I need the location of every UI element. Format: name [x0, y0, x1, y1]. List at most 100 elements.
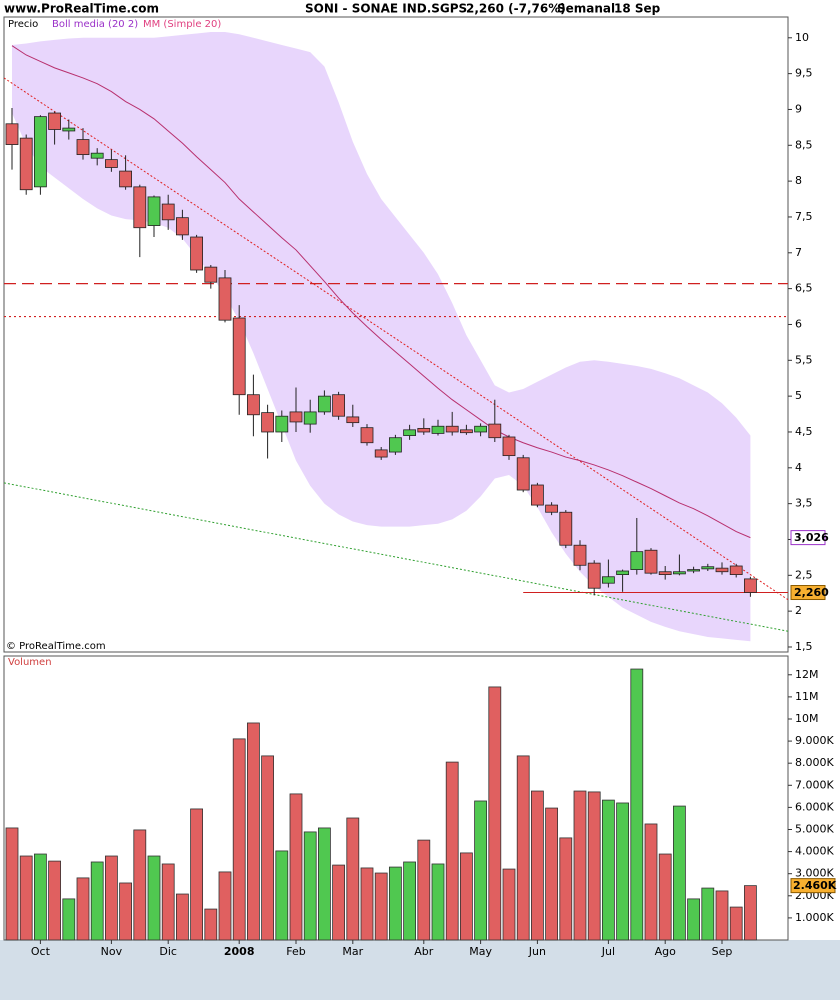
- volume-bar: [545, 807, 558, 941]
- candle-body: [190, 236, 204, 271]
- candle-body: [388, 437, 402, 453]
- volume-bar: [431, 863, 445, 941]
- candle-body: [687, 569, 700, 572]
- y-tick-label: 8.000K: [795, 756, 834, 769]
- moving-average: [11, 45, 751, 539]
- value-box: [790, 585, 826, 601]
- y-tick-label: 7,5: [795, 210, 813, 223]
- axis-background: [0, 940, 840, 1000]
- candle-body: [62, 127, 76, 132]
- candle-body: [445, 425, 459, 433]
- value-box: [790, 878, 836, 894]
- y-tick-label: 2: [795, 604, 802, 617]
- volume-bar: [133, 829, 147, 941]
- volume-bar: [559, 837, 573, 941]
- y-tick-label: 4,5: [795, 425, 813, 438]
- y-tick-label: 5: [795, 389, 802, 402]
- y-tick-label: 8: [795, 174, 802, 187]
- y-tick-label: 11M: [795, 690, 819, 703]
- volume-bar: [332, 864, 346, 941]
- candle-body: [616, 570, 629, 575]
- volume-bar: [516, 755, 530, 941]
- y-tick-label: 3.000K: [795, 867, 834, 880]
- x-tick-label: Feb: [286, 945, 305, 958]
- candle-body: [346, 416, 360, 424]
- y-tick-label: 9.000K: [795, 734, 834, 747]
- price-plot: [4, 32, 788, 642]
- volume-bar: [403, 861, 417, 941]
- y-tick-label: 1,5: [795, 640, 813, 653]
- candle-body: [417, 427, 431, 433]
- x-tick-label: Sep: [712, 945, 733, 958]
- y-tick-label: 3,5: [795, 497, 813, 510]
- candle-body: [431, 425, 445, 434]
- copyright: © ProRealTime.com: [6, 641, 106, 652]
- volume-bar: [602, 799, 615, 941]
- volume-bar: [474, 800, 488, 941]
- volume-bar: [715, 890, 729, 941]
- y-tick-label: 7.000K: [795, 778, 834, 791]
- volume-bar: [147, 855, 161, 941]
- volume-bar: [161, 863, 175, 941]
- candle-body: [34, 116, 47, 188]
- y-tick-label: 5,5: [795, 353, 813, 366]
- volume-bar: [531, 790, 544, 941]
- candle-body: [502, 436, 516, 457]
- volume-bar: [317, 827, 331, 941]
- site: www.ProRealTime.com: [4, 2, 159, 16]
- candle-body: [105, 159, 118, 168]
- value-box: [790, 530, 826, 546]
- volume-bar: [90, 861, 104, 941]
- x-tick-label: Jul: [601, 945, 615, 958]
- candle-body: [459, 429, 473, 434]
- y-tick-label: 4: [795, 461, 802, 474]
- y-tick-label: 6: [795, 317, 802, 330]
- volume-bar: [360, 867, 374, 941]
- candle-body: [147, 196, 161, 226]
- candle-body: [161, 203, 175, 221]
- candle-body: [261, 412, 275, 433]
- candle-body: [474, 425, 488, 433]
- legend-bollinger: Boll media (20 2): [52, 19, 138, 30]
- candle-body: [275, 415, 289, 433]
- volume-bar: [275, 850, 289, 941]
- y-tick-label: 8,5: [795, 138, 813, 151]
- volume-bar: [303, 831, 317, 941]
- candle-body: [232, 317, 246, 396]
- volume-bar: [105, 855, 118, 941]
- candle-body: [715, 567, 729, 573]
- y-tick-label: 12M: [795, 668, 819, 681]
- volume-bar: [218, 871, 232, 941]
- candle-body: [701, 566, 715, 570]
- y-tick-label: 1.000K: [795, 911, 834, 924]
- candle-body: [90, 152, 104, 159]
- y-tick-label: 9,5: [795, 67, 813, 80]
- volume-bar: [119, 882, 132, 941]
- symbol: SONI - SONAE IND.SGPS: [305, 2, 467, 16]
- candle-body: [744, 578, 757, 593]
- x-tick-label: Jun: [528, 945, 546, 958]
- volume-bar: [417, 839, 431, 941]
- candle-body: [559, 511, 573, 546]
- volume-bar: [573, 790, 587, 941]
- volume-bar: [374, 872, 388, 941]
- y-tick-label: 4.000K: [795, 845, 834, 858]
- candle-body: [303, 411, 317, 425]
- volume-bar: [459, 852, 473, 941]
- quote: 2,260 (-7,76%): [466, 2, 566, 16]
- volume-label: Volumen: [8, 657, 52, 668]
- value-label: 2,260: [794, 586, 829, 599]
- volume-bar: [5, 827, 19, 941]
- price-layer: 1,522,533,544,555,566,577,588,599,5103,0…: [4, 31, 829, 653]
- candle-body: [48, 112, 61, 130]
- candle-body: [289, 411, 303, 423]
- candle-body: [673, 571, 686, 575]
- candle-body: [587, 562, 601, 589]
- candle-body: [602, 576, 615, 584]
- candle-body: [545, 504, 558, 513]
- volume-bar: [616, 802, 629, 941]
- volume-bar: [190, 808, 204, 941]
- candle-body: [76, 139, 90, 156]
- volume-bar: [388, 866, 402, 941]
